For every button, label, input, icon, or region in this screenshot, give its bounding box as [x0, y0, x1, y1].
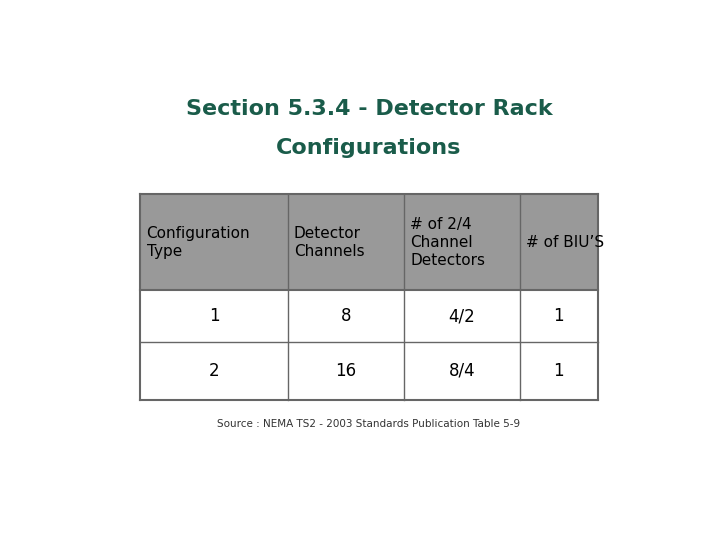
Text: 1: 1 — [554, 362, 564, 380]
Text: 8: 8 — [341, 307, 351, 325]
Text: Configuration
Type: Configuration Type — [147, 226, 251, 259]
Text: # of BIU’S: # of BIU’S — [526, 235, 605, 250]
Text: 4/2: 4/2 — [449, 307, 475, 325]
Text: Source : NEMA TS2 - 2003 Standards Publication Table 5-9: Source : NEMA TS2 - 2003 Standards Publi… — [217, 419, 521, 429]
Text: 16: 16 — [336, 362, 356, 380]
Text: 1: 1 — [209, 307, 220, 325]
Text: Detector
Channels: Detector Channels — [294, 226, 364, 259]
Text: 2: 2 — [209, 362, 220, 380]
Text: # of 2/4
Channel
Detectors: # of 2/4 Channel Detectors — [410, 217, 485, 268]
Text: 1: 1 — [554, 307, 564, 325]
Text: 8/4: 8/4 — [449, 362, 475, 380]
Text: Configurations: Configurations — [276, 138, 462, 158]
Text: Section 5.3.4 - Detector Rack: Section 5.3.4 - Detector Rack — [186, 99, 552, 119]
